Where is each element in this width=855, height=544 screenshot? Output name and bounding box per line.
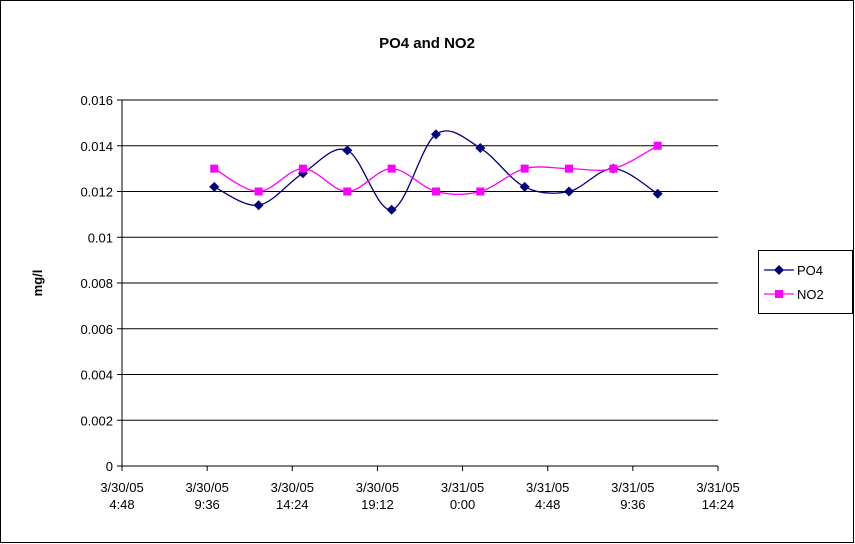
marker: [653, 141, 662, 150]
marker: [254, 187, 263, 196]
y-tick-label: 0: [106, 459, 113, 474]
marker: [476, 187, 485, 196]
x-tick-label: 3/31/05 9:36: [611, 480, 654, 512]
chart-title: PO4 and NO2: [379, 35, 475, 52]
marker: [430, 129, 441, 140]
marker: [519, 181, 530, 192]
marker: [652, 188, 663, 199]
marker: [564, 186, 574, 197]
x-tick-label-line: 3/30/05: [271, 480, 314, 495]
x-tick-label-line: 4:48: [535, 497, 560, 512]
y-axis-label: mg/l: [30, 270, 45, 297]
x-tick-label: 3/31/05 0:00: [441, 480, 484, 512]
x-tick-label-line: 0:00: [450, 497, 475, 512]
x-tick-label-line: 3/31/05: [526, 480, 569, 495]
x-tick-label-line: 9:36: [620, 497, 645, 512]
x-tick-label-line: 3/31/05: [696, 480, 739, 495]
marker: [209, 181, 220, 192]
marker: [774, 265, 784, 275]
legend-label: NO2: [797, 287, 824, 302]
x-tick-label: 3/31/05 14:24: [696, 480, 739, 512]
y-tick-label: 0.014: [80, 139, 113, 154]
x-tick-label: 3/30/05 4:48: [100, 480, 143, 512]
marker: [253, 200, 264, 211]
legend-label: PO4: [797, 263, 823, 278]
y-tick-label: 0.01: [88, 230, 113, 245]
marker: [342, 145, 353, 156]
x-tick-label-line: 3/30/05: [100, 480, 143, 495]
marker: [431, 187, 440, 196]
x-tick-label-line: 9:36: [194, 497, 219, 512]
marker: [520, 164, 529, 173]
x-tick-label-line: 3/30/05: [185, 480, 228, 495]
x-tick-label: 3/30/05 19:12: [356, 480, 399, 512]
x-tick-label-line: 14:24: [702, 497, 735, 512]
y-tick-label: 0.016: [80, 93, 113, 108]
x-tick-label-line: 3/30/05: [356, 480, 399, 495]
legend-box: [758, 250, 853, 314]
marker: [565, 164, 573, 173]
x-tick-label-line: 14:24: [276, 497, 309, 512]
marker: [387, 164, 396, 173]
x-tick-label: 3/30/05 14:24: [271, 480, 314, 512]
series-line: [213, 130, 659, 211]
x-tick-label-line: 3/31/05: [611, 480, 654, 495]
x-tick-label-line: 3/31/05: [441, 480, 484, 495]
marker: [298, 164, 307, 173]
marker: [475, 143, 486, 154]
x-tick-label: 3/30/05 9:36: [185, 480, 228, 512]
x-tick-label-line: 19:12: [361, 497, 394, 512]
x-tick-label: 3/31/05 4:48: [526, 480, 569, 512]
y-tick-label: 0.006: [80, 322, 113, 337]
x-tick-label-line: 4:48: [109, 497, 134, 512]
y-tick-label: 0.004: [80, 368, 113, 383]
marker: [775, 290, 783, 298]
marker: [386, 204, 397, 215]
y-tick-label: 0.012: [80, 185, 113, 200]
y-tick-label: 0.002: [80, 413, 113, 428]
y-tick-label: 0.008: [80, 276, 113, 291]
marker: [609, 164, 618, 173]
marker: [343, 187, 352, 196]
marker: [210, 164, 219, 173]
